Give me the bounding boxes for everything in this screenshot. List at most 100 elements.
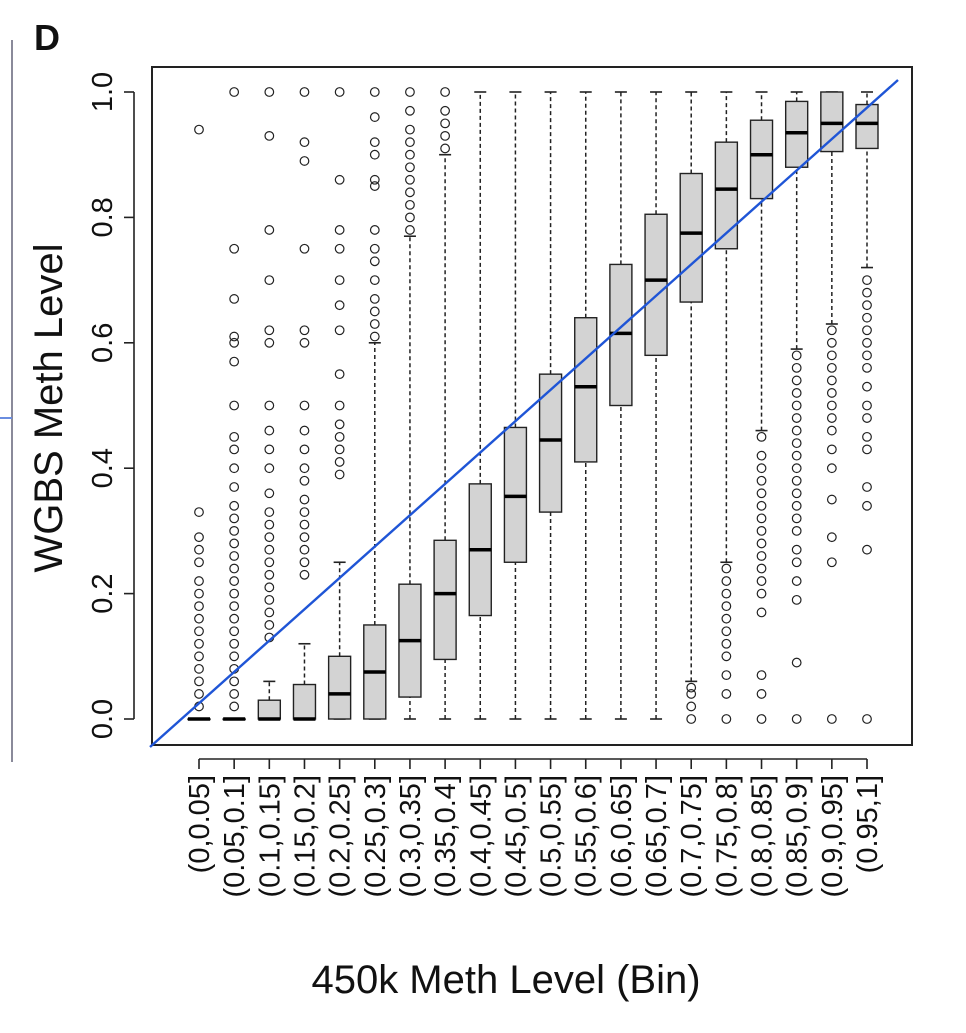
outlier-point — [229, 701, 240, 712]
outlier-point — [229, 638, 240, 649]
outlier-point — [229, 500, 240, 511]
box-group — [468, 91, 492, 720]
outlier-point — [229, 337, 240, 348]
outlier-point — [721, 651, 732, 662]
outlier-point — [264, 400, 275, 411]
outlier-point — [405, 174, 415, 185]
outlier-point — [862, 714, 872, 724]
outlier-point — [791, 488, 802, 499]
box-group — [574, 91, 598, 720]
outlier-point — [369, 294, 380, 304]
outlier-point — [194, 544, 204, 555]
outlier-point — [826, 532, 837, 543]
outlier-point — [791, 450, 802, 461]
outlier-point — [756, 431, 767, 442]
outlier-point — [229, 601, 240, 612]
outlier-point — [229, 563, 240, 574]
outlier-point — [686, 689, 697, 699]
box-group — [538, 91, 563, 720]
outlier-point — [721, 588, 732, 599]
outlier-point — [194, 588, 204, 599]
box-group — [187, 124, 211, 721]
outlier-point — [264, 582, 275, 593]
outlier-point — [440, 87, 451, 97]
outlier-point — [264, 463, 275, 474]
outlier-point — [405, 105, 415, 116]
outlier-point — [862, 325, 872, 336]
outlier-point — [229, 87, 240, 97]
plot-area — [149, 66, 913, 748]
outlier-point — [791, 350, 802, 361]
outlier-point — [405, 124, 415, 135]
outlier-point — [334, 225, 345, 235]
outlier-point — [299, 325, 310, 336]
outlier-point — [194, 507, 204, 517]
outlier-point — [862, 444, 872, 455]
box-iqr — [855, 103, 879, 150]
outlier-point — [194, 651, 204, 662]
outlier-point — [299, 137, 310, 148]
outlier-point — [826, 425, 837, 436]
outlier-point — [862, 362, 872, 373]
outlier-point — [229, 626, 240, 637]
outlier-point — [826, 400, 837, 411]
outlier-point — [756, 526, 767, 536]
reference-line — [149, 79, 899, 748]
outlier-point — [194, 626, 204, 637]
outlier-point — [299, 569, 310, 580]
outlier-point — [826, 362, 837, 373]
outlier-point — [721, 576, 732, 586]
outlier-point — [264, 544, 275, 555]
outlier-point — [405, 149, 415, 160]
outlier-point — [299, 400, 310, 411]
outlier-point — [756, 607, 767, 618]
box-group — [433, 87, 457, 720]
outlier-point — [791, 557, 802, 568]
outlier-point — [194, 613, 204, 624]
x-tick-label: (0.6,0.65] — [606, 775, 638, 898]
outlier-point — [194, 601, 204, 612]
outlier-point — [369, 87, 380, 97]
outlier-point — [826, 494, 837, 505]
outlier-point — [791, 526, 802, 536]
outlier-point — [229, 588, 240, 599]
x-tick-label: (0.55,0.6] — [571, 775, 603, 898]
outlier-point — [194, 689, 204, 699]
outlier-point — [229, 526, 240, 536]
outlier-point — [264, 488, 275, 499]
x-tick-label: (0.1,0.15] — [254, 775, 286, 898]
outlier-point — [756, 588, 767, 599]
outlier-point — [264, 620, 275, 630]
outlier-point — [721, 714, 732, 724]
outlier-point — [791, 388, 802, 398]
outlier-point — [229, 444, 240, 455]
outlier-point — [791, 463, 802, 474]
x-tick-label: (0.15,0.2] — [289, 775, 321, 898]
outlier-point — [756, 576, 767, 586]
box-group — [292, 87, 317, 721]
box-iqr — [714, 141, 739, 250]
box-iqr — [749, 119, 774, 200]
outlier-point — [299, 337, 310, 348]
panel-letter: D — [34, 17, 60, 58]
outlier-point — [862, 544, 872, 555]
outlier-point — [264, 425, 275, 436]
outlier-point — [791, 438, 802, 449]
box-iqr — [257, 699, 282, 720]
outlier-point — [721, 613, 732, 624]
box-group — [257, 87, 282, 721]
outlier-point — [229, 356, 240, 367]
box-group — [398, 87, 422, 720]
outlier-point — [369, 174, 380, 185]
y-tick-label: 1.0 — [87, 72, 119, 112]
outlier-point — [862, 413, 872, 423]
outlier-point — [264, 607, 275, 618]
outlier-point — [369, 112, 380, 122]
outlier-point — [264, 325, 275, 336]
outlier-point — [229, 576, 240, 586]
outlier-point — [686, 701, 697, 712]
outlier-point — [791, 500, 802, 511]
outlier-point — [299, 557, 310, 568]
x-tick-label: (0.65,0.7] — [641, 775, 673, 898]
outlier-point — [826, 325, 837, 336]
